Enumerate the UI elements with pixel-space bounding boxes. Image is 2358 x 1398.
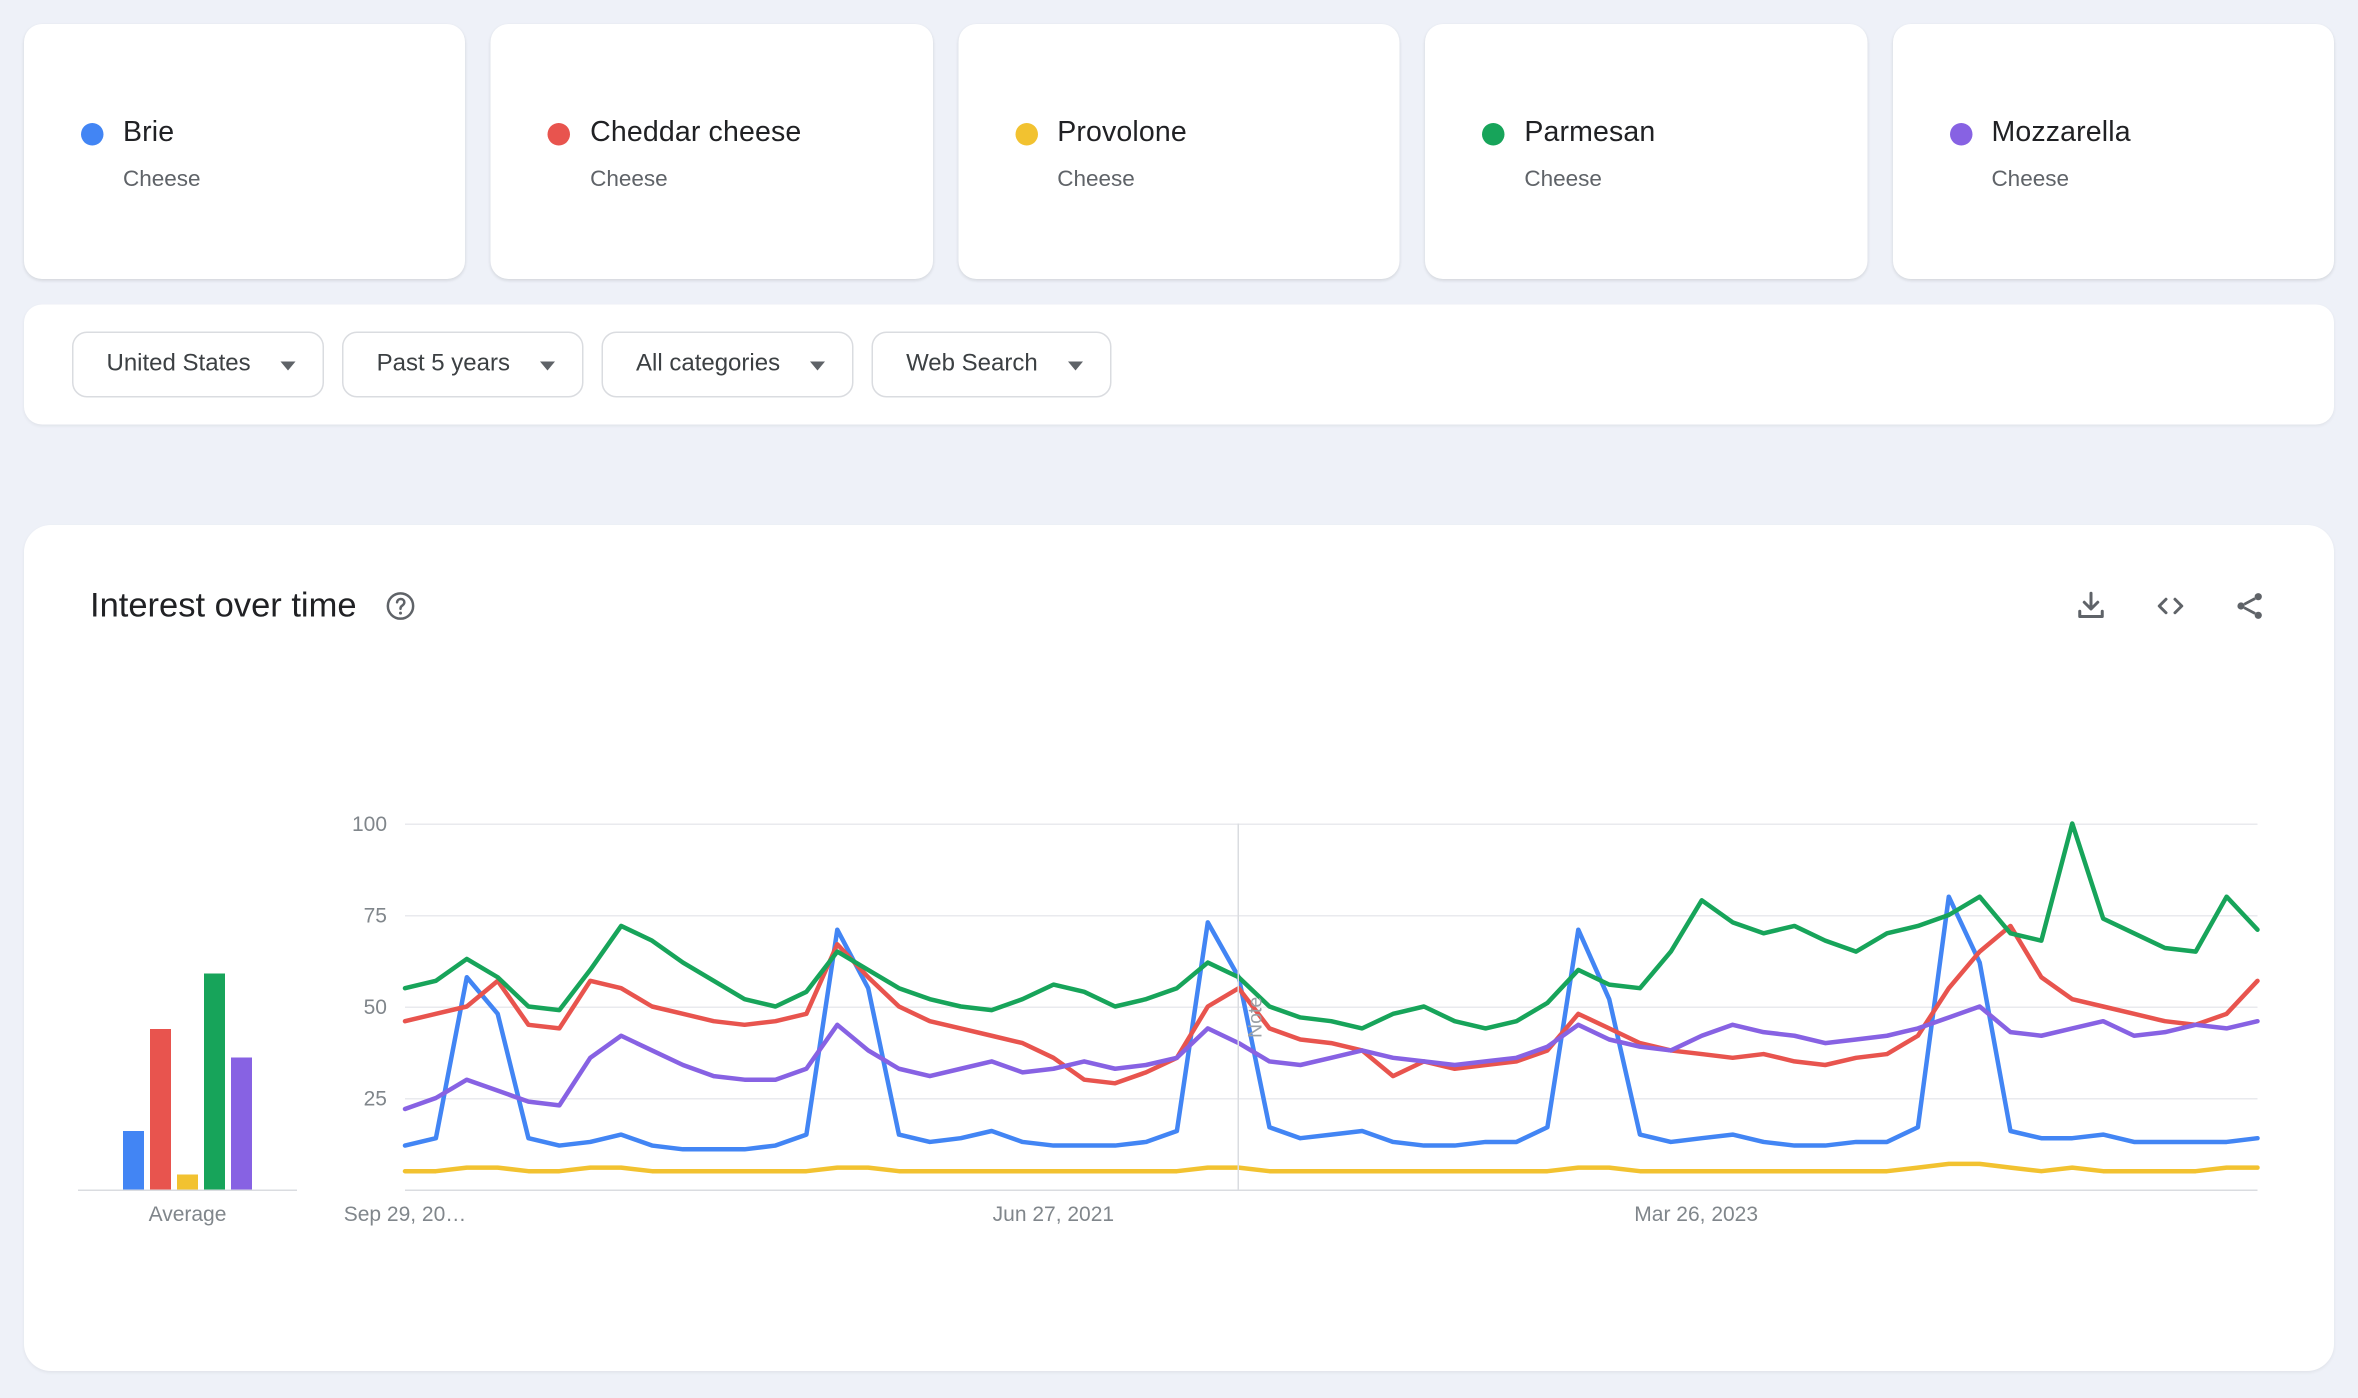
term-category: Cheese xyxy=(590,166,668,193)
trend-line-provolone xyxy=(402,1161,2260,1174)
trend-line-cheddar-cheese xyxy=(402,923,2260,1086)
gridline xyxy=(405,823,2258,825)
trend-line-parmesan xyxy=(402,821,2260,1031)
filter-dropdown-label: All categories xyxy=(636,351,781,377)
gridlines xyxy=(405,823,2258,1190)
filter-dropdown-label: Past 5 years xyxy=(376,351,510,377)
panel-actions xyxy=(2073,588,2268,624)
download-icon[interactable] xyxy=(2073,588,2109,624)
y-axis-labels: 25 50 75 100 xyxy=(321,812,387,1190)
filter-dropdown-label: United States xyxy=(106,351,251,377)
term-name: Brie xyxy=(123,117,175,149)
average-bar-provolone xyxy=(177,1174,198,1190)
x-axis-baseline xyxy=(405,1189,2258,1191)
gridline xyxy=(405,915,2258,917)
filter-dropdown[interactable]: United States xyxy=(72,331,325,398)
x-tick-label: Sep 29, 20… xyxy=(343,1201,467,1226)
average-bar-parmesan xyxy=(204,973,225,1190)
average-bar-mozzarella xyxy=(231,1057,252,1190)
panel-title: Interest over time xyxy=(90,585,357,624)
filter-dropdown-label: Web Search xyxy=(906,351,1038,377)
x-tick-label: Jun 27, 2021 xyxy=(992,1201,1115,1226)
y-tick-label: 25 xyxy=(363,1086,387,1110)
term-category: Cheese xyxy=(1524,166,1602,193)
term-card[interactable]: Mozzarella Cheese xyxy=(1892,24,2335,279)
share-icon[interactable] xyxy=(2232,588,2268,624)
average-bar-cheddar-cheese xyxy=(150,1028,171,1190)
help-icon[interactable] xyxy=(384,589,417,622)
average-bar-chart xyxy=(78,824,297,1190)
term-name: Mozzarella xyxy=(1991,117,2131,149)
term-category: Cheese xyxy=(1057,166,1135,193)
x-axis-labels: Sep 29, 20… Jun 27, 2021 Mar 26, 2023 xyxy=(344,1201,2258,1232)
chevron-down-icon xyxy=(280,361,296,371)
term-color-dot xyxy=(81,122,104,145)
chevron-down-icon xyxy=(1067,361,1083,371)
average-label: Average xyxy=(148,1201,227,1226)
term-color-dot xyxy=(1482,122,1505,145)
interest-panel: Interest over time xyxy=(24,525,2334,1371)
term-name: Provolone xyxy=(1057,117,1187,149)
gridline xyxy=(405,1098,2258,1100)
average-bar-brie xyxy=(123,1130,144,1190)
term-cards: Brie Cheese Cheddar cheese Cheese Provol… xyxy=(0,0,2358,279)
y-tick-label: 75 xyxy=(363,903,387,927)
embed-icon[interactable] xyxy=(2153,588,2189,624)
chevron-down-icon xyxy=(540,361,555,371)
term-color-dot xyxy=(1949,122,1972,145)
filter-dropdown[interactable]: Past 5 years xyxy=(342,331,584,398)
term-card[interactable]: Cheddar cheese Cheese xyxy=(491,24,933,279)
term-name: Parmesan xyxy=(1524,117,1656,149)
note-marker-label: Note xyxy=(1242,996,1266,1038)
filter-dropdown[interactable]: All categories xyxy=(601,331,854,398)
y-tick-label: 100 xyxy=(351,811,387,836)
term-name: Cheddar cheese xyxy=(590,117,802,149)
filter-bar: United States Past 5 years All categorie… xyxy=(24,304,2334,425)
trend-line-brie xyxy=(402,894,2260,1152)
trend-line-mozzarella xyxy=(402,1004,2260,1112)
term-color-dot xyxy=(1015,122,1038,145)
filter-dropdown[interactable]: Web Search xyxy=(871,331,1112,398)
y-tick-label: 50 xyxy=(363,994,387,1019)
x-tick-label: Mar 26, 2023 xyxy=(1634,1201,1759,1226)
term-card[interactable]: Brie Cheese xyxy=(24,24,466,279)
term-color-dot xyxy=(548,122,571,145)
trend-line-chart[interactable] xyxy=(402,821,2260,1190)
term-category: Cheese xyxy=(123,166,201,193)
term-card[interactable]: Parmesan Cheese xyxy=(1425,24,1867,279)
average-baseline xyxy=(78,1189,297,1191)
term-card[interactable]: Provolone Cheese xyxy=(958,24,1400,279)
term-category: Cheese xyxy=(1991,166,2069,193)
gridline xyxy=(405,1006,2258,1008)
chevron-down-icon xyxy=(810,361,826,371)
note-marker-line xyxy=(1236,823,1239,1190)
